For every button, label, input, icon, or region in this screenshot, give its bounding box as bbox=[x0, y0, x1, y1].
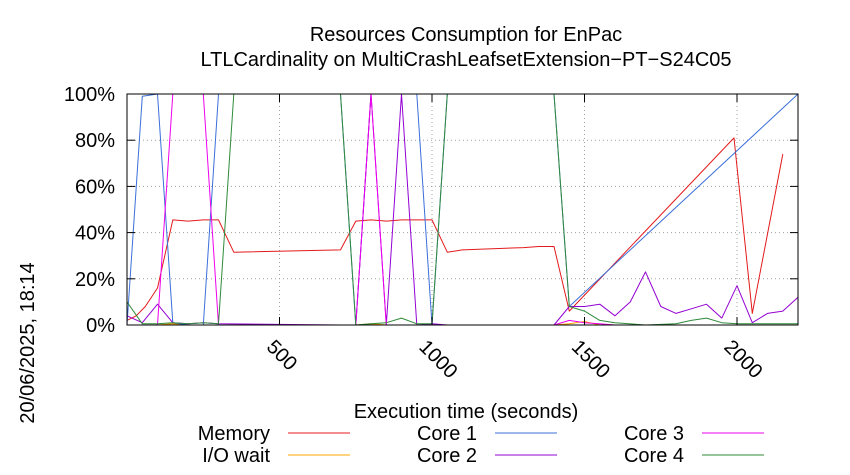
chart-title: Resources Consumption for EnPac LTLCardi… bbox=[200, 24, 731, 71]
y-tick-label: 80% bbox=[75, 130, 115, 152]
legend-label-core-3: Core 3 bbox=[624, 423, 684, 445]
x-axis: 500 1000 1500 2000 bbox=[262, 94, 766, 383]
chart-title-line-2: LTLCardinality on MultiCrashLeafsetExten… bbox=[200, 49, 731, 71]
series-line-core-1 bbox=[126, 93, 799, 326]
chart-title-line-1: Resources Consumption for EnPac bbox=[310, 24, 622, 46]
legend-label-i-o-wait: I/O wait bbox=[202, 445, 270, 467]
x-axis-label: Execution time (seconds) bbox=[354, 401, 579, 423]
x-tick-label: 1000 bbox=[414, 336, 461, 383]
legend-label-core-1: Core 1 bbox=[417, 423, 477, 445]
y-tick-label: 20% bbox=[75, 269, 115, 291]
x-tick-label: 500 bbox=[262, 336, 301, 375]
series-line-memory bbox=[126, 137, 784, 321]
legend-label-memory: Memory bbox=[198, 423, 270, 445]
legend-label-core-4: Core 4 bbox=[624, 445, 684, 467]
y-axis: 0% 20% 40% 60% 80% 100% bbox=[64, 84, 798, 337]
series-line-core-2 bbox=[126, 93, 799, 326]
y-tick-label: 0% bbox=[86, 315, 115, 337]
y-tick-label: 100% bbox=[64, 84, 115, 106]
x-tick-label: 1500 bbox=[567, 336, 614, 383]
plot-frame bbox=[126, 93, 799, 326]
series-line-core-3 bbox=[127, 93, 798, 326]
grid bbox=[127, 94, 798, 325]
y-tick-label: 60% bbox=[75, 176, 115, 198]
plot-lines bbox=[126, 93, 799, 326]
series-line-core-4 bbox=[126, 93, 798, 326]
series-line-i-o-wait bbox=[127, 321, 798, 326]
legend-label-core-2: Core 2 bbox=[417, 445, 477, 467]
x-tick-label: 2000 bbox=[719, 336, 766, 383]
y-tick-label: 40% bbox=[75, 223, 115, 245]
timestamp-label: 20/06/2025, 18:14 bbox=[17, 262, 39, 423]
